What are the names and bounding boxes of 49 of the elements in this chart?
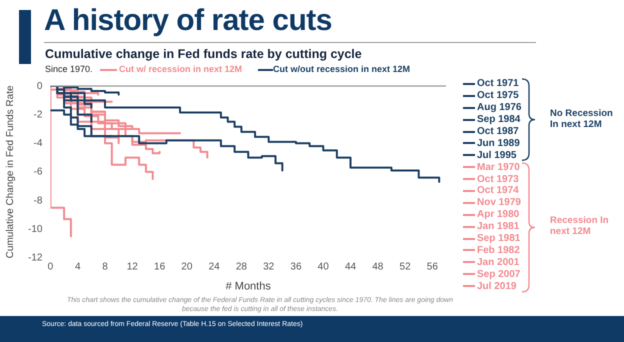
- y-tick-label: -4: [34, 138, 43, 150]
- y-axis-title: Cumulative Change in Fed Funds Rate: [4, 85, 16, 258]
- legend-label: Oct 1973: [477, 174, 519, 185]
- chart-subtitle: Cumulative change in Fed funds rate by cutting cycle: [45, 47, 362, 61]
- y-tick-label: -6: [34, 166, 43, 178]
- x-tick-label: 0: [48, 262, 54, 273]
- legend-label: Apr 1980: [477, 209, 520, 220]
- x-tick-label: 52: [400, 262, 412, 273]
- text: No Recession In next 12M: [550, 108, 614, 130]
- legend-label: Aug 1976: [477, 102, 522, 114]
- x-tick-label: 24: [208, 262, 220, 273]
- y-tick-label: -2: [34, 109, 43, 120]
- y-tick-label: 0: [36, 80, 43, 92]
- legend-label: Jul 1995: [477, 150, 516, 161]
- legend-label: Oct 1987: [477, 126, 519, 137]
- x-tick-label: 40: [318, 262, 330, 273]
- legend-label: Jul 2019: [477, 280, 516, 292]
- x-axis-title: # Months: [226, 280, 272, 292]
- legend-label: Oct 1975: [477, 90, 519, 102]
- y-tick-label: -12: [28, 252, 43, 264]
- legend-label: Nov 1979: [477, 197, 521, 208]
- x-tick-label: 56: [426, 262, 438, 273]
- text: Since 1970.: [45, 64, 93, 74]
- text: Cut w/out recession in next 12M: [273, 64, 410, 74]
- legend-label: Jan 2001: [477, 256, 520, 268]
- text: Recession In next 12M: [550, 214, 610, 237]
- y-tick-label: -8: [34, 195, 43, 206]
- x-tick-label: 8: [102, 262, 108, 273]
- text: Cut w/ recession in next 12M: [119, 64, 242, 74]
- x-tick-label: 32: [263, 262, 275, 273]
- y-tick-label: -10: [28, 224, 43, 235]
- x-tick-label: 12: [126, 262, 138, 273]
- x-tick-label: 16: [154, 262, 166, 273]
- x-tick-label: 4: [74, 262, 81, 273]
- x-tick-label: 28: [236, 262, 248, 273]
- legend-label: Oct 1971: [477, 78, 519, 90]
- legend-label: Jan 1981: [477, 221, 520, 232]
- legend-label: Mar 1970: [477, 162, 520, 173]
- chart-title: A history of rate cuts: [44, 4, 332, 38]
- x-tick-label: 20: [181, 262, 193, 273]
- legend-label: Sep 2007: [477, 268, 520, 280]
- legend-label: Jun 1989: [477, 138, 520, 149]
- legend-label: Sep 1981: [477, 233, 520, 244]
- legend-label: Oct 1974: [477, 185, 519, 196]
- legend-label: Feb 1982: [477, 244, 520, 256]
- x-tick-label: 48: [372, 262, 384, 273]
- x-tick-label: 44: [344, 262, 357, 273]
- x-tick-label: 36: [290, 262, 302, 273]
- legend-label: Sep 1984: [477, 114, 520, 126]
